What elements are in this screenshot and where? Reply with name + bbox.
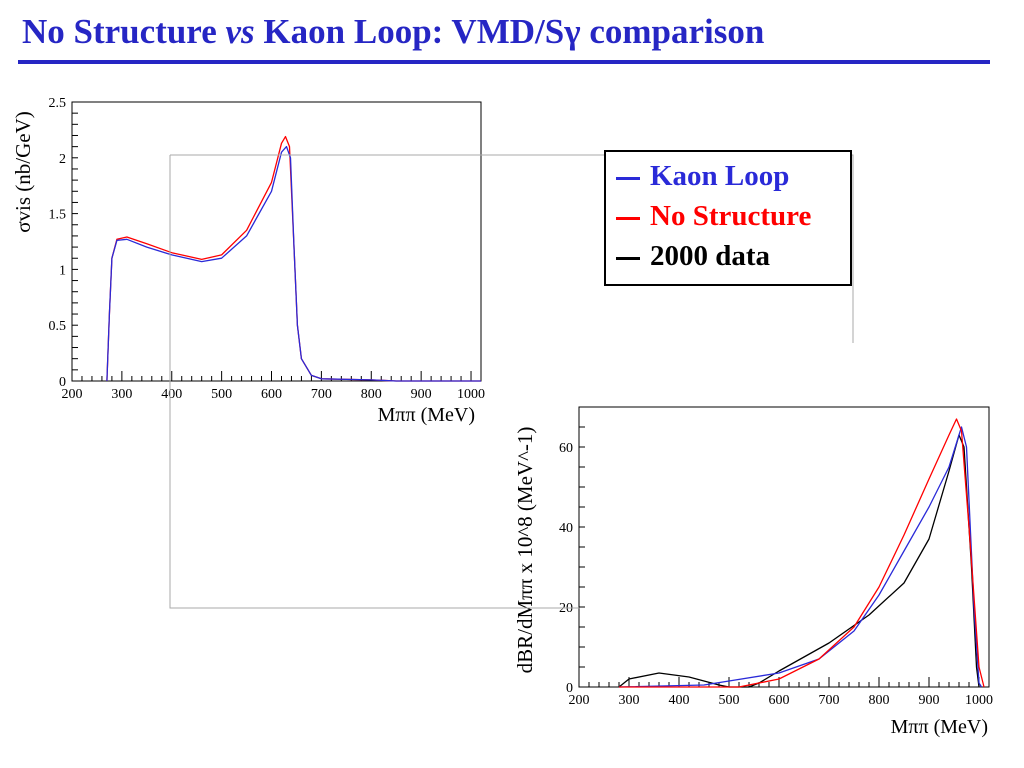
legend-label: No Structure (650, 200, 812, 232)
title-underline (18, 60, 990, 64)
x-tick-label: 1000 (965, 693, 993, 708)
legend-swatch (616, 216, 640, 220)
y-tick-label: 0 (566, 681, 573, 696)
x-tick-label: 400 (161, 387, 182, 402)
series-line-kaon-loop (618, 426, 983, 688)
y-tick-label: 0.5 (49, 319, 67, 334)
y-tick-label: 1 (59, 263, 66, 278)
legend-item-no-structure: No Structure (616, 200, 811, 233)
x-tick-label: 600 (769, 693, 790, 708)
x-axis-label: Mππ (MeV) (891, 716, 988, 738)
guide-line-top (170, 154, 854, 343)
y-tick-label: 1.5 (49, 208, 67, 223)
x-tick-label: 400 (669, 693, 690, 708)
x-tick-label: 800 (361, 387, 382, 402)
title-part1: No Structure (22, 12, 226, 51)
y-tick-label: 40 (559, 521, 573, 536)
x-tick-label: 500 (719, 693, 740, 708)
x-tick-label: 200 (62, 387, 83, 402)
x-tick-label: 300 (619, 693, 640, 708)
legend-label: Kaon Loop (650, 160, 790, 192)
x-tick-label: 700 (819, 693, 840, 708)
series-line-2000-data (618, 434, 980, 688)
y-tick-label: 2 (59, 152, 66, 167)
legend-swatch (616, 256, 640, 260)
series-line-kaon-loop (106, 145, 481, 382)
legend-swatch (616, 176, 640, 180)
y-axis-label: dBR/dMππ x 10^8 (MeV^-1) (513, 427, 537, 674)
x-tick-label: 500 (211, 387, 232, 402)
y-tick-label: 0 (59, 375, 66, 390)
legend-label: 2000 data (650, 240, 771, 272)
x-tick-label: 800 (869, 693, 890, 708)
title-vs: vs (225, 12, 255, 51)
y-axis-label: σvis (nb/GeV) (11, 111, 35, 233)
x-tick-label: 1000 (457, 387, 485, 402)
legend-item-kaon-loop: Kaon Loop (616, 160, 789, 193)
x-tick-label: 900 (411, 387, 432, 402)
legend: Kaon Loop No Structure 2000 data (604, 150, 852, 286)
x-tick-label: 600 (261, 387, 282, 402)
x-tick-label: 300 (111, 387, 132, 402)
series-line-no-structure (619, 418, 985, 688)
chart-1: 200 300 400 500 600 700 800 900 1000 0 0.5 1 1.5 2 2.5… (11, 96, 485, 426)
guide-lines (169, 154, 854, 609)
x-tick-label: 200 (569, 693, 590, 708)
slide-title: No Structure vs Kaon Loop: VMD/Sγ compar… (22, 12, 764, 52)
x-tick-label: 900 (919, 693, 940, 708)
x-tick-label: 700 (311, 387, 332, 402)
plot-frame (71, 101, 482, 382)
title-part2: Kaon Loop: VMD/Sγ comparison (254, 12, 765, 51)
legend-item-2000-data: 2000 data (616, 240, 770, 273)
plot-frame (578, 406, 990, 688)
x-axis-label: Mππ (MeV) (378, 404, 475, 426)
guide-line-left (169, 155, 580, 609)
y-tick-label: 2.5 (49, 96, 67, 111)
y-tick-label: 60 (559, 441, 573, 456)
